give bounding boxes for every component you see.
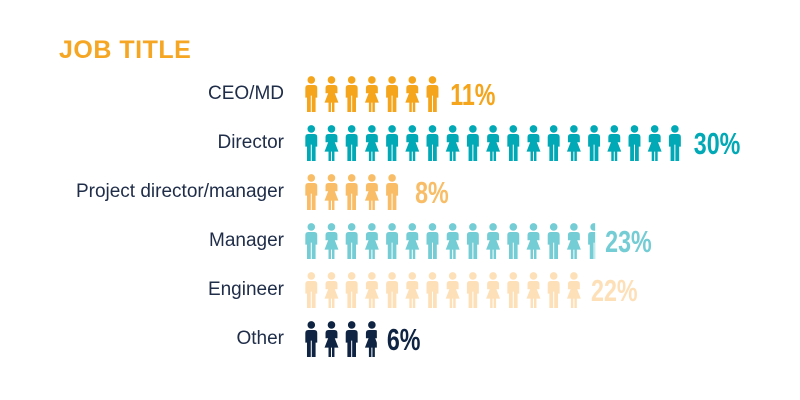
person-icon bbox=[324, 223, 339, 259]
person-icon bbox=[386, 272, 399, 308]
person-icon bbox=[324, 321, 339, 357]
person-icon bbox=[386, 125, 399, 161]
person-icon bbox=[364, 76, 379, 112]
person-icon bbox=[647, 125, 662, 161]
person-icon bbox=[547, 272, 560, 308]
person-icon bbox=[466, 272, 479, 308]
person-icon bbox=[364, 174, 379, 210]
person-icon bbox=[486, 223, 501, 259]
person-icon bbox=[445, 272, 460, 308]
person-icon bbox=[305, 321, 318, 357]
value-label: 30% bbox=[694, 126, 741, 161]
person-icon bbox=[566, 223, 581, 259]
person-icon bbox=[364, 125, 379, 161]
partial-person-icon bbox=[588, 223, 596, 259]
person-icon bbox=[364, 272, 379, 308]
person-icon bbox=[324, 76, 339, 112]
person-icon bbox=[466, 125, 479, 161]
person-icon bbox=[364, 223, 379, 259]
person-icon bbox=[426, 272, 439, 308]
person-icon bbox=[547, 223, 560, 259]
person-icon bbox=[324, 174, 339, 210]
category-label: Director bbox=[217, 132, 284, 153]
person-icon bbox=[386, 174, 399, 210]
partial-person-icon bbox=[566, 272, 581, 308]
person-icon bbox=[486, 125, 501, 161]
person-icon bbox=[305, 76, 318, 112]
value-label: 11% bbox=[450, 77, 495, 112]
person-icon bbox=[345, 174, 358, 210]
person-icon bbox=[386, 223, 399, 259]
person-icon bbox=[668, 125, 681, 161]
bar-ceo-md bbox=[305, 76, 439, 112]
person-icon bbox=[324, 125, 339, 161]
person-icon bbox=[345, 125, 358, 161]
bar-director bbox=[305, 125, 681, 161]
person-icon bbox=[345, 272, 358, 308]
bar-manager bbox=[305, 223, 596, 259]
chart-title: JOB TITLE bbox=[59, 36, 192, 64]
person-icon bbox=[305, 272, 318, 308]
person-icon bbox=[547, 125, 560, 161]
category-label: CEO/MD bbox=[208, 83, 284, 104]
person-icon bbox=[526, 223, 541, 259]
person-icon bbox=[345, 321, 358, 357]
person-icon bbox=[405, 223, 420, 259]
bar-engineer bbox=[305, 272, 581, 308]
person-icon bbox=[507, 223, 520, 259]
person-icon bbox=[405, 272, 420, 308]
value-label: 23% bbox=[605, 224, 652, 259]
category-label: Project director/manager bbox=[75, 181, 284, 202]
person-icon bbox=[426, 223, 439, 259]
value-label: 22% bbox=[591, 273, 638, 308]
category-label: Other bbox=[236, 328, 284, 349]
person-icon bbox=[405, 125, 420, 161]
person-icon bbox=[507, 272, 520, 308]
person-icon bbox=[305, 125, 318, 161]
value-label: 8% bbox=[415, 175, 449, 210]
person-icon bbox=[305, 223, 318, 259]
bar-project-director-manager bbox=[305, 174, 399, 210]
partial-person-icon bbox=[364, 321, 377, 357]
category-label: Manager bbox=[209, 230, 284, 251]
person-icon bbox=[405, 76, 420, 112]
person-icon bbox=[445, 223, 460, 259]
person-icon bbox=[345, 223, 358, 259]
person-icon bbox=[526, 125, 541, 161]
person-icon bbox=[305, 174, 318, 210]
category-label: Engineer bbox=[207, 279, 284, 300]
person-icon bbox=[445, 125, 460, 161]
bar-other bbox=[305, 321, 377, 357]
person-icon bbox=[426, 125, 439, 161]
person-icon bbox=[607, 125, 622, 161]
person-icon bbox=[466, 223, 479, 259]
value-label: 6% bbox=[387, 322, 421, 357]
person-icon bbox=[628, 125, 641, 161]
person-icon bbox=[324, 272, 339, 308]
person-icon bbox=[526, 272, 541, 308]
person-icon bbox=[566, 125, 581, 161]
person-icon bbox=[486, 272, 501, 308]
partial-person-icon bbox=[426, 76, 439, 112]
person-icon bbox=[507, 125, 520, 161]
person-icon bbox=[588, 125, 601, 161]
person-icon bbox=[386, 76, 399, 112]
person-icon bbox=[345, 76, 358, 112]
